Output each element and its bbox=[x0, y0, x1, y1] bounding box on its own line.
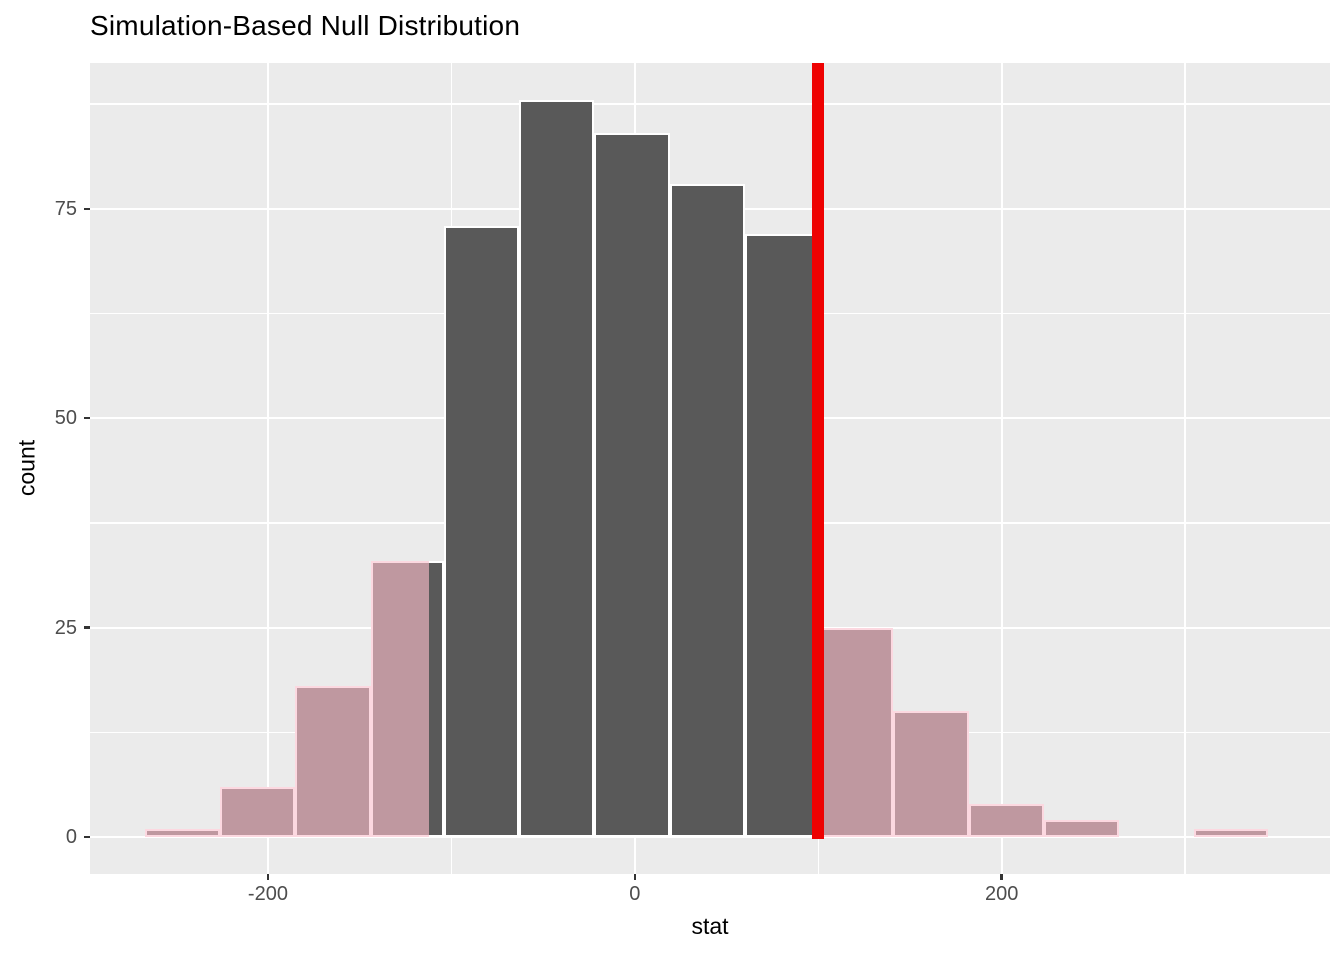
shaded-tail-bar bbox=[968, 803, 1044, 838]
shaded-tail-bar-partial bbox=[370, 560, 430, 838]
shaded-tail-bar bbox=[295, 686, 371, 838]
y-tick-label: 50 bbox=[54, 407, 77, 430]
shaded-tail-bar bbox=[893, 711, 969, 838]
histogram-bar bbox=[744, 233, 819, 838]
x-axis-tick bbox=[633, 874, 637, 880]
gridline-x-minor bbox=[1184, 63, 1186, 874]
histogram-bar bbox=[669, 183, 745, 838]
chart-title: Simulation-Based Null Distribution bbox=[90, 10, 521, 41]
y-axis-tick bbox=[84, 835, 90, 839]
gridline-x-major bbox=[1000, 63, 1003, 874]
observed-stat-line bbox=[812, 63, 825, 840]
shaded-tail-bar bbox=[1043, 820, 1120, 838]
x-tick-label: -200 bbox=[247, 883, 288, 905]
histogram-bar bbox=[594, 133, 670, 838]
y-axis-tick bbox=[84, 626, 90, 629]
shaded-tail-bar bbox=[220, 786, 296, 838]
x-tick-label: 200 bbox=[984, 883, 1019, 905]
x-axis-tick bbox=[1000, 874, 1003, 880]
y-tick-label: 75 bbox=[54, 197, 77, 220]
x-tick-label: 0 bbox=[629, 883, 641, 905]
shaded-tail-bar bbox=[818, 627, 894, 838]
x-axis-title: stat bbox=[691, 913, 729, 939]
plot-panel bbox=[90, 63, 1330, 874]
histogram-bar bbox=[444, 225, 520, 838]
shaded-tail-bar bbox=[1194, 828, 1268, 838]
gridline-x-major bbox=[266, 63, 270, 874]
x-axis-tick bbox=[266, 874, 270, 880]
gridline-y-minor bbox=[90, 103, 1330, 105]
y-axis-tick bbox=[84, 207, 90, 211]
y-tick-label: 25 bbox=[54, 616, 77, 639]
y-tick-label: 0 bbox=[65, 826, 77, 849]
histogram-bar bbox=[519, 99, 595, 838]
shaded-tail-bar bbox=[145, 828, 221, 838]
y-axis-tick bbox=[84, 416, 90, 420]
gridline-y-major bbox=[90, 836, 1330, 839]
y-axis-title: count bbox=[13, 439, 40, 497]
